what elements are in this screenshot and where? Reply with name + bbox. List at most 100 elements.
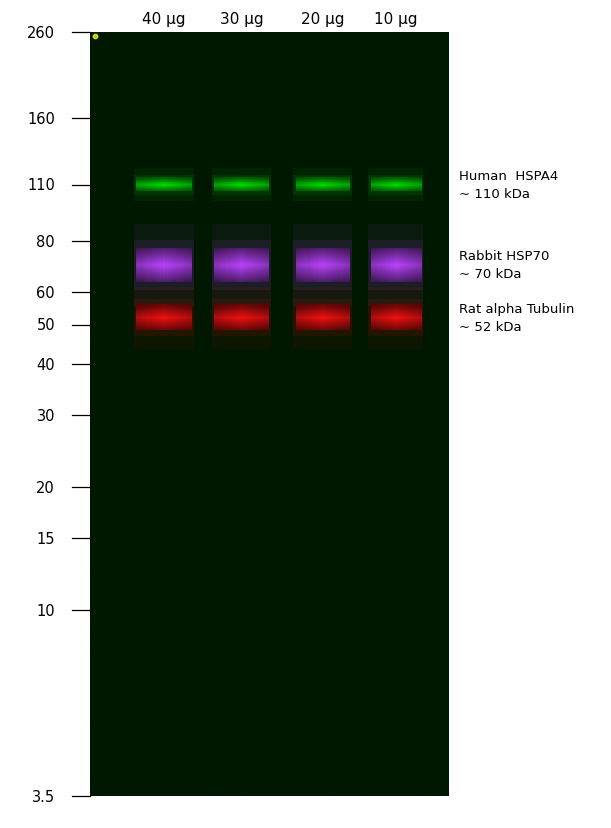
Point <box>194 321 203 335</box>
Bar <box>401 317 403 318</box>
Point <box>313 728 323 741</box>
Bar <box>389 255 392 257</box>
Bar <box>381 325 384 327</box>
Point <box>188 325 198 339</box>
Bar <box>328 259 331 260</box>
Bar <box>247 316 249 317</box>
Point <box>288 300 298 313</box>
Bar <box>338 320 342 322</box>
Point <box>290 48 299 61</box>
Bar <box>247 189 249 190</box>
Point <box>172 571 181 585</box>
Bar <box>415 257 417 258</box>
Bar <box>347 324 350 325</box>
Bar <box>411 256 414 258</box>
Bar <box>253 264 256 266</box>
Bar <box>332 250 335 252</box>
Bar <box>238 318 241 320</box>
Bar <box>257 252 260 253</box>
Point <box>357 50 367 63</box>
Bar <box>298 329 301 330</box>
Point <box>282 538 292 551</box>
Point <box>263 67 273 80</box>
Bar <box>411 249 414 251</box>
Bar <box>147 182 150 183</box>
Point <box>192 333 202 346</box>
Bar <box>343 314 346 315</box>
Bar <box>334 185 337 187</box>
Point <box>276 216 285 229</box>
Bar <box>165 309 167 310</box>
Point <box>111 662 121 675</box>
Point <box>218 589 228 602</box>
Bar <box>415 251 417 253</box>
Bar <box>152 272 155 273</box>
Point <box>423 575 433 589</box>
Bar <box>345 306 348 308</box>
Bar <box>139 187 141 189</box>
Point <box>348 485 357 498</box>
Bar <box>169 276 172 277</box>
Point <box>167 121 177 134</box>
Point <box>389 604 399 618</box>
Point <box>406 417 416 431</box>
Point <box>147 434 156 447</box>
Bar <box>403 182 406 184</box>
Bar <box>300 249 303 250</box>
Bar <box>399 191 401 192</box>
Point <box>293 213 303 226</box>
Point <box>167 220 177 233</box>
Bar <box>156 275 159 277</box>
Bar <box>255 309 258 310</box>
Bar <box>345 179 348 180</box>
Bar <box>139 274 141 276</box>
Point <box>185 339 194 352</box>
Bar <box>409 259 412 261</box>
Point <box>306 32 315 46</box>
Point <box>353 273 362 286</box>
Point <box>326 521 336 534</box>
Point <box>329 294 338 307</box>
Point <box>293 190 303 204</box>
Point <box>216 592 225 605</box>
Point <box>88 118 98 132</box>
Point <box>146 551 156 564</box>
Point <box>107 411 117 424</box>
Bar <box>411 322 414 324</box>
Point <box>181 762 191 775</box>
Bar <box>183 256 185 258</box>
Point <box>224 679 234 692</box>
Bar <box>219 178 222 180</box>
Point <box>97 382 107 395</box>
Bar <box>371 190 373 191</box>
Bar <box>347 182 350 183</box>
Point <box>268 83 277 96</box>
Point <box>173 566 183 580</box>
Point <box>89 298 99 311</box>
Bar <box>169 325 172 327</box>
Bar <box>169 309 172 310</box>
Point <box>213 29 223 42</box>
Point <box>236 420 246 433</box>
Point <box>266 46 276 60</box>
Point <box>351 404 361 417</box>
Point <box>99 461 109 474</box>
Bar <box>315 262 318 264</box>
Point <box>426 219 436 233</box>
Point <box>126 717 136 730</box>
Point <box>368 368 378 382</box>
Bar <box>225 322 228 324</box>
Bar <box>383 322 386 324</box>
Point <box>400 286 410 299</box>
Bar <box>262 309 265 310</box>
Bar <box>411 309 414 310</box>
Point <box>133 115 142 128</box>
Point <box>258 155 268 168</box>
Bar <box>419 251 422 253</box>
Point <box>103 408 112 421</box>
Point <box>192 258 202 272</box>
Point <box>301 574 311 587</box>
Bar <box>223 325 226 327</box>
Point <box>143 518 153 532</box>
Point <box>180 374 190 388</box>
